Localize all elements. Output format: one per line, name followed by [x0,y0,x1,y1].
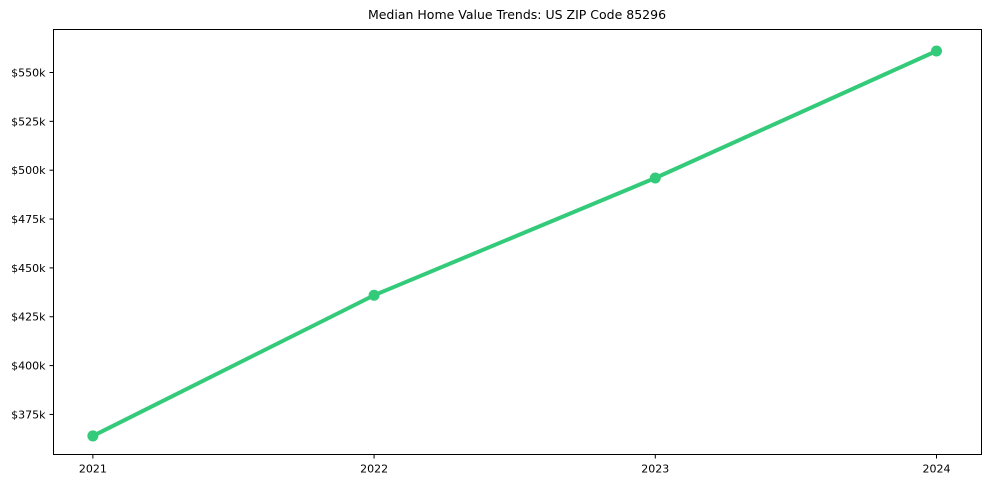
data-point-marker [649,172,661,184]
y-tick-label: $525k [11,115,46,128]
y-tick-label: $450k [11,262,46,275]
y-tick-label: $475k [11,213,46,226]
chart-title: Median Home Value Trends: US ZIP Code 85… [367,7,667,22]
y-tick-label: $425k [11,311,46,324]
data-point-marker [931,45,943,57]
x-tick-label: 2024 [923,463,951,476]
y-tick-label: $375k [11,408,46,421]
data-point-marker [87,430,99,442]
x-tick-label: 2022 [360,463,388,476]
x-tick-label: 2021 [79,463,107,476]
x-tick-label: 2023 [641,463,669,476]
y-tick-label: $550k [11,66,46,79]
y-tick-label: $400k [11,360,46,373]
trend-line [90,48,939,438]
y-tick-label: $500k [11,164,46,177]
data-point-marker [368,289,380,301]
